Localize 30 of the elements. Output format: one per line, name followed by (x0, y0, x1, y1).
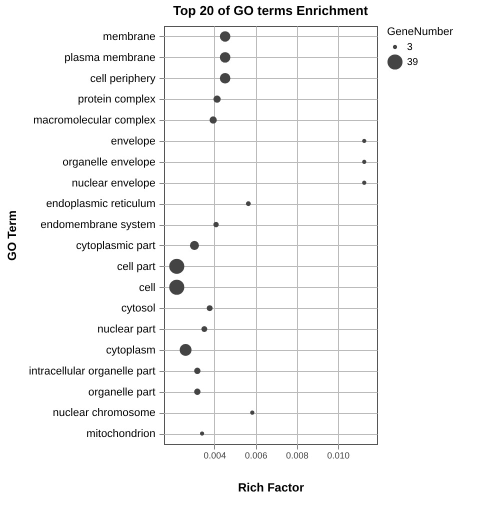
y-tick-label: cell part (116, 260, 156, 273)
legend-title: GeneNumber (387, 26, 454, 38)
y-tick-label: cytoplasm (106, 344, 156, 356)
y-tick-label: nuclear part (97, 324, 156, 336)
y-tick-label: endoplasmic reticulum (46, 198, 156, 210)
chart-title: Top 20 of GO terms Enrichment (173, 3, 369, 18)
x-tick-label: 0.010 (327, 450, 350, 460)
legend-label: 3 (407, 42, 413, 53)
y-tick-label: cell periphery (90, 72, 156, 85)
y-tick-label: cell (138, 282, 156, 294)
x-tick-label: 0.004 (204, 450, 226, 460)
legend-label: 39 (407, 57, 419, 68)
y-tick-label: endomembrane system (40, 219, 156, 232)
y-axis-title: GO Term (4, 210, 19, 261)
y-tick-label: cytoplasmic part (76, 240, 156, 252)
y-tick-label: protein complex (78, 94, 156, 106)
y-tick-label: intracellular organelle part (28, 365, 156, 378)
y-tick-label: plasma membrane (64, 52, 156, 64)
y-tick-label: nuclear chromosome (52, 407, 156, 420)
y-tick-label: organelle part (88, 386, 156, 398)
y-tick-label: macromolecular complex (33, 114, 156, 127)
y-tick-label: nuclear envelope (72, 177, 156, 190)
y-tick-label: membrane (102, 30, 156, 43)
x-tick-label: 0.006 (244, 450, 268, 460)
y-tick-label: organelle envelope (62, 156, 156, 168)
y-tick-label: cytosol (121, 302, 156, 315)
x-axis-title: Rich Factor (238, 480, 304, 494)
x-tick-label: 0.008 (286, 450, 309, 460)
y-tick-label: envelope (110, 135, 156, 148)
y-tick-label: mitochondrion (86, 428, 156, 440)
